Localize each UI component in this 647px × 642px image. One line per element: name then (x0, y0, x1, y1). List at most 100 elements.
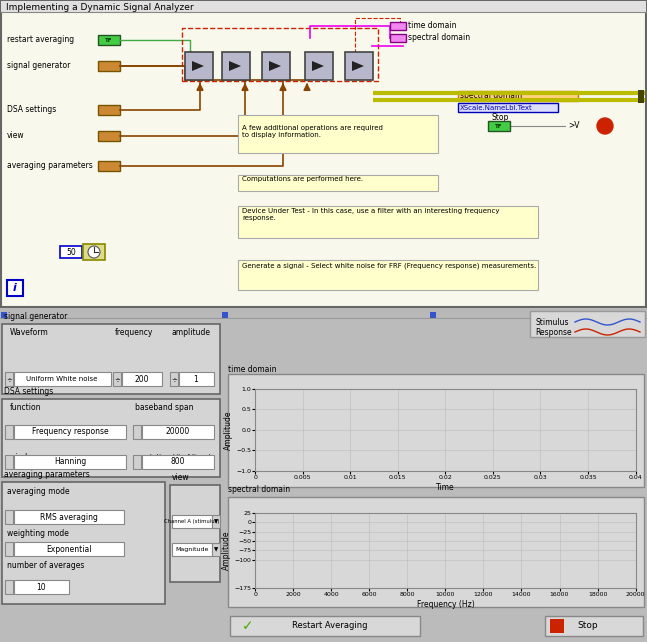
Text: averaging parameters: averaging parameters (7, 162, 93, 171)
Bar (14, 542, 124, 556)
Bar (5, 580, 13, 594)
Bar (14, 455, 126, 469)
Text: ÷: ÷ (114, 376, 120, 382)
Text: 800: 800 (171, 458, 185, 467)
Circle shape (88, 246, 100, 258)
Text: Restart Averaging: Restart Averaging (292, 621, 367, 630)
Bar (390, 22, 406, 30)
Text: Response: Response (535, 327, 572, 336)
Text: Stimulus: Stimulus (535, 318, 569, 327)
Y-axis label: Amplitude: Amplitude (225, 410, 233, 449)
Bar (390, 34, 406, 42)
Text: Generate a signal - Select white noise for FRF (Frequency response) measurements: Generate a signal - Select white noise f… (242, 262, 536, 268)
Text: ÷: ÷ (6, 376, 12, 382)
Bar (238, 175, 438, 191)
Bar (305, 52, 333, 80)
Polygon shape (269, 61, 281, 71)
Bar (142, 455, 214, 469)
Text: Stop: Stop (491, 114, 509, 123)
Bar (5, 542, 13, 556)
Bar (133, 455, 141, 469)
Bar (1, 1, 646, 12)
Text: ÷: ÷ (171, 376, 177, 382)
Bar (60, 246, 82, 258)
Bar (238, 206, 538, 238)
Bar (14, 510, 124, 524)
Bar (262, 52, 290, 80)
Text: Uniform White noise: Uniform White noise (27, 376, 98, 382)
Bar (172, 515, 212, 528)
Text: ▼: ▼ (214, 548, 218, 553)
Text: >V: >V (568, 121, 580, 130)
Bar (212, 543, 220, 556)
Bar (172, 543, 212, 556)
Bar (98, 161, 120, 171)
Text: 50: 50 (66, 248, 76, 257)
Text: DSA settings: DSA settings (4, 387, 53, 396)
Bar (14, 580, 69, 594)
Text: TF: TF (495, 123, 503, 128)
Text: spectral domain: spectral domain (228, 485, 290, 494)
Bar (230, 616, 420, 636)
Bar (638, 90, 644, 103)
Bar (5, 372, 13, 386)
Bar (83, 244, 105, 260)
Text: Channel A (stimulus): Channel A (stimulus) (164, 519, 220, 525)
Text: view: view (172, 473, 190, 482)
Bar (122, 372, 162, 386)
Text: Computations are performed here.: Computations are performed here. (242, 176, 363, 182)
Bar (458, 103, 558, 112)
Bar (179, 372, 214, 386)
Text: Stop: Stop (578, 621, 598, 630)
Text: baseband span: baseband span (135, 404, 193, 413)
Bar (142, 425, 214, 439)
Text: amplitude: amplitude (172, 327, 211, 336)
Bar (228, 374, 644, 487)
X-axis label: Time: Time (436, 483, 455, 492)
Bar (228, 497, 644, 607)
Bar (170, 372, 178, 386)
Text: weighting mode: weighting mode (7, 530, 69, 539)
Text: i: i (13, 283, 17, 293)
Polygon shape (229, 61, 241, 71)
Polygon shape (352, 61, 364, 71)
Bar (2, 399, 220, 477)
X-axis label: Frequency (Hz): Frequency (Hz) (417, 600, 474, 609)
Bar (113, 372, 121, 386)
Bar (238, 260, 538, 290)
Text: Exponential: Exponential (46, 544, 92, 553)
Text: 20000: 20000 (166, 428, 190, 437)
Text: averaging parameters: averaging parameters (4, 470, 90, 479)
Bar (5, 455, 13, 469)
Polygon shape (312, 61, 324, 71)
Bar (345, 52, 373, 80)
Bar (14, 425, 126, 439)
Bar (238, 115, 438, 153)
Bar (0, 308, 647, 318)
Text: number of averages: number of averages (7, 562, 84, 571)
Text: 1: 1 (193, 374, 199, 383)
Bar (98, 105, 120, 115)
Text: restart averaging: restart averaging (7, 35, 74, 44)
Bar (5, 425, 13, 439)
Bar (222, 52, 250, 80)
Text: Hanning: Hanning (54, 458, 86, 467)
Text: RMS averaging: RMS averaging (40, 512, 98, 521)
Text: Frequency response: Frequency response (32, 428, 108, 437)
Text: time domain: time domain (228, 365, 276, 374)
Text: Waveform: Waveform (10, 327, 49, 336)
Text: TF: TF (105, 37, 113, 42)
Text: spectral domain: spectral domain (408, 33, 470, 42)
Bar (14, 372, 111, 386)
Bar (2, 482, 165, 604)
Text: 10: 10 (36, 582, 46, 591)
Text: time domain: time domain (408, 21, 457, 31)
Text: signal generator: signal generator (7, 62, 71, 71)
Bar (530, 311, 645, 337)
Text: frequency: frequency (115, 327, 153, 336)
Text: ✓: ✓ (242, 619, 254, 633)
Text: ▼: ▼ (214, 519, 218, 525)
Text: spectral domain: spectral domain (460, 92, 522, 101)
Bar (2, 324, 220, 394)
Bar (170, 485, 220, 582)
